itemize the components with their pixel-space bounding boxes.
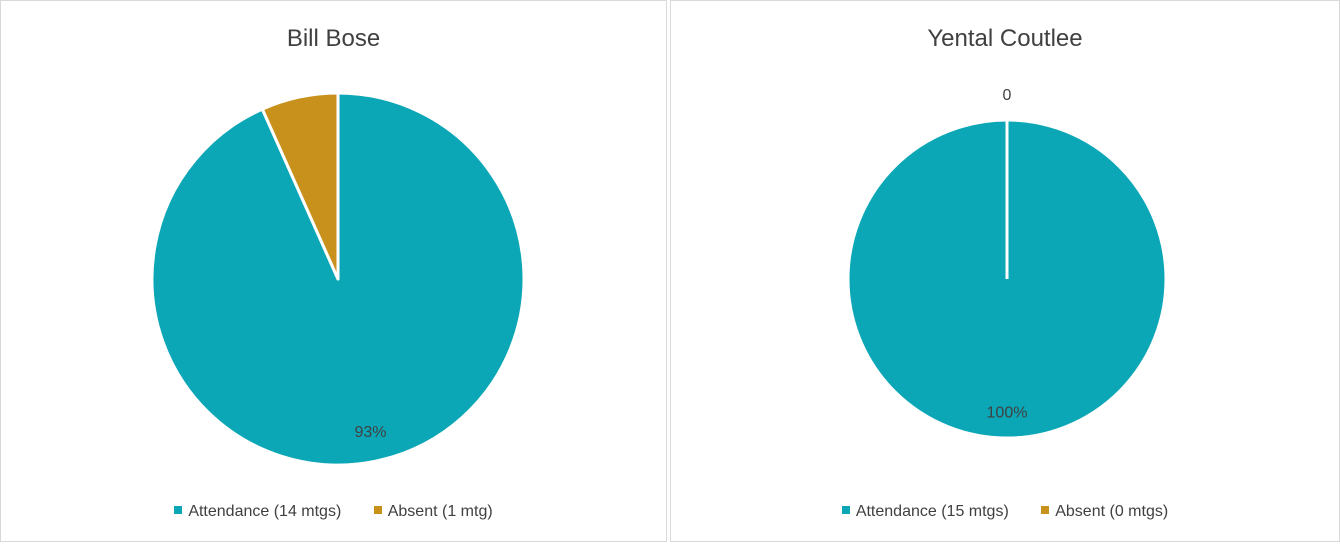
legend-swatch-absent [1041, 505, 1050, 514]
legend-item-absent: Absent (1 mtg) [373, 503, 493, 521]
pie-chart: 100% 0 [846, 87, 1168, 440]
chart-panel-yental-coutlee: Yental Coutlee 100% 0 Attendance (15 mtgs… [670, 0, 1340, 542]
legend-swatch-attendance [174, 505, 183, 514]
data-label: 0 [1003, 87, 1012, 104]
legend-label: Absent (1 mtg) [387, 503, 493, 520]
legend-item-attendance: Attendance (14 mtgs) [174, 503, 341, 521]
chart-title: Bill Bose [286, 25, 381, 52]
legend-swatch-absent [373, 505, 382, 514]
legend-item-absent: Absent (0 mtgs) [1041, 503, 1168, 521]
pie-chart: 93% [150, 91, 526, 467]
legend-label: Attendance (14 mtgs) [188, 503, 342, 520]
chart-legend: Attendance (15 mtgs) Absent (0 mtgs) [671, 503, 1339, 521]
legend-item-attendance: Attendance (15 mtgs) [841, 503, 1009, 521]
chart-panel-bill-bose: Bill Bose 93% Attendance (14 mtgs) Absen… [0, 0, 667, 542]
pie-slice-absent [260, 91, 340, 281]
pie-slice-attendance [150, 91, 526, 467]
data-label: 93% [354, 424, 386, 441]
data-label: 100% [987, 405, 1028, 422]
legend-label: Absent (0 mtgs) [1055, 503, 1169, 520]
chart-legend: Attendance (14 mtgs) Absent (1 mtg) [1, 503, 666, 521]
legend-label: Attendance (15 mtgs) [855, 503, 1009, 520]
legend-swatch-attendance [841, 505, 850, 514]
chart-title: Yental Coutlee [927, 25, 1083, 52]
